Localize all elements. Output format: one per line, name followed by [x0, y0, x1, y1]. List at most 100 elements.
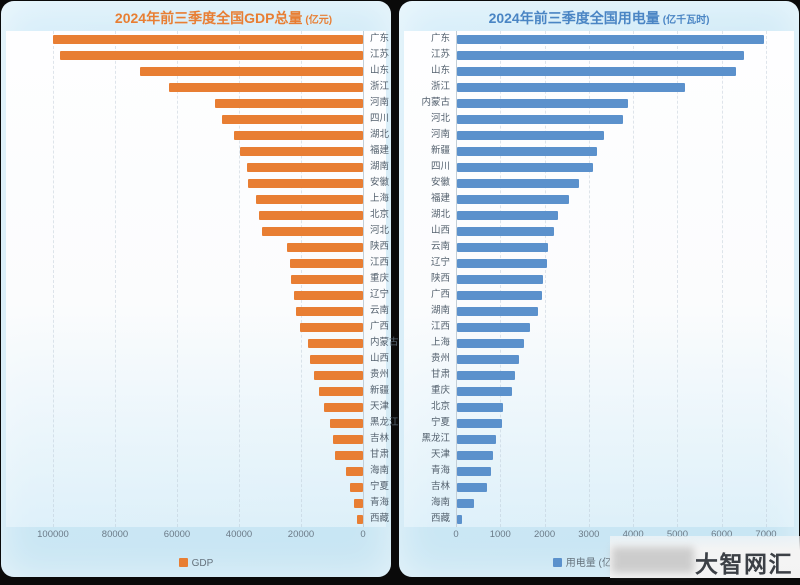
bar-row: 新疆	[6, 383, 389, 399]
category-label: 安徽	[370, 177, 390, 188]
x-tick-label: 7000	[755, 529, 777, 540]
bar	[457, 370, 515, 380]
bar	[457, 194, 569, 204]
category-label: 天津	[430, 449, 450, 460]
bar	[357, 514, 363, 524]
x-tick-label: 4000	[622, 529, 644, 540]
bar-row: 江西	[404, 319, 794, 335]
bar-row: 山西	[6, 351, 389, 367]
x-tick-label: 100000	[37, 529, 69, 540]
electricity-legend-swatch	[552, 558, 562, 567]
bar	[457, 274, 544, 284]
bar	[290, 274, 363, 284]
category-label: 福建	[430, 193, 450, 204]
category-label: 吉林	[370, 433, 390, 444]
bar	[457, 258, 547, 268]
category-label: 新疆	[370, 385, 390, 396]
bar	[247, 178, 363, 188]
category-label: 陕西	[430, 273, 450, 284]
bar-row: 天津	[404, 447, 794, 463]
electricity-legend: 用电量 (亿千瓦时)	[399, 554, 799, 569]
bar-row: 云南	[6, 303, 389, 319]
bar-row: 湖北	[6, 127, 389, 143]
category-label: 湖北	[430, 209, 450, 220]
bar-row: 青海	[404, 463, 794, 479]
bar-row: 宁夏	[404, 415, 794, 431]
x-tick-label: 80000	[101, 529, 129, 540]
bar	[53, 34, 363, 44]
category-label: 河北	[370, 225, 390, 236]
bar	[214, 98, 363, 108]
bar-row: 山东	[6, 63, 389, 79]
bar-rows: 广东 江苏 山东 浙江 内蒙古 河北 河南 新疆 四川 安徽 福建 湖北 山西 云南 辽宁 陕西 广西 湖南 江西上…	[404, 31, 794, 527]
bar	[457, 386, 512, 396]
bar	[335, 450, 363, 460]
bar	[309, 354, 363, 364]
bar-row: 贵州	[6, 367, 389, 383]
category-label: 贵州	[430, 353, 450, 364]
gridline	[766, 31, 767, 527]
bar	[457, 354, 519, 364]
bar-row: 辽宁	[6, 287, 389, 303]
category-label: 黑龙江	[421, 433, 450, 444]
bar-row: 辽宁	[404, 255, 794, 271]
category-label: 广西	[370, 321, 390, 332]
watermark-text: 大智网汇	[695, 551, 793, 577]
bar	[139, 66, 363, 76]
bar	[457, 146, 597, 156]
bar	[319, 386, 363, 396]
bar-row: 江西	[6, 255, 389, 271]
bar-row: 湖北	[404, 207, 794, 223]
category-label: 广西	[430, 289, 450, 300]
category-label: 河南	[430, 129, 450, 140]
electricity-x-axis: 0 1000 2000 3000 4000 5000 6000 7000	[404, 529, 794, 543]
gridline	[544, 31, 546, 527]
bar-row: 黑龙江	[404, 431, 794, 447]
bar-row: 广东	[404, 31, 794, 47]
bar	[259, 210, 363, 220]
category-label: 四川	[370, 113, 390, 124]
gdp-plot-area: 广东 江苏 山东 浙江 河南 四川 湖北 福建 湖南 安徽 上海 北京 河北 陕西 江西 重庆 辽宁 云南 广西 内蒙…	[6, 31, 399, 527]
bar	[307, 338, 363, 348]
bar-row: 河北	[6, 223, 389, 239]
bar-row: 宁夏	[6, 479, 389, 495]
category-label: 四川	[430, 161, 450, 172]
bar	[457, 242, 548, 252]
bar-row: 甘肃	[6, 447, 389, 463]
category-label: 湖南	[370, 161, 390, 172]
bar	[457, 450, 493, 460]
bar-row: 安徽	[6, 175, 389, 191]
bar	[457, 114, 623, 124]
gdp-x-axis: 100000 80000 60000 40000 20000 0	[6, 529, 386, 543]
bar	[332, 434, 363, 444]
bar	[457, 178, 579, 188]
category-label: 浙江	[370, 81, 390, 92]
category-label: 黑龙江	[370, 417, 399, 428]
category-label: 内蒙古	[370, 337, 399, 348]
category-label: 江西	[370, 257, 390, 268]
watermark-overlay: 大智网汇	[610, 536, 800, 578]
bar-row: 山西	[404, 223, 794, 239]
category-axis-line	[363, 31, 364, 527]
bar	[457, 226, 555, 236]
category-label: 山东	[430, 65, 450, 76]
gridline	[633, 31, 635, 527]
bar-row: 云南	[404, 239, 794, 255]
gridline	[239, 31, 240, 527]
category-label: 海南	[430, 497, 450, 508]
category-label: 湖南	[430, 305, 450, 316]
category-label: 山西	[430, 225, 450, 236]
category-label: 福建	[370, 145, 390, 156]
category-label: 甘肃	[370, 449, 390, 460]
bar	[168, 82, 363, 92]
bar	[349, 482, 363, 492]
electricity-title-text: 2024年前三季度全国用电量	[488, 10, 660, 26]
bar-row: 湖南	[6, 159, 389, 175]
bar	[457, 322, 531, 332]
category-axis-line	[456, 31, 457, 527]
bar-row: 浙江	[6, 79, 389, 95]
category-label: 山东	[370, 65, 390, 76]
bar-row: 广西	[404, 287, 794, 303]
category-label: 北京	[370, 209, 390, 220]
bar-row: 黑龙江	[6, 415, 399, 431]
